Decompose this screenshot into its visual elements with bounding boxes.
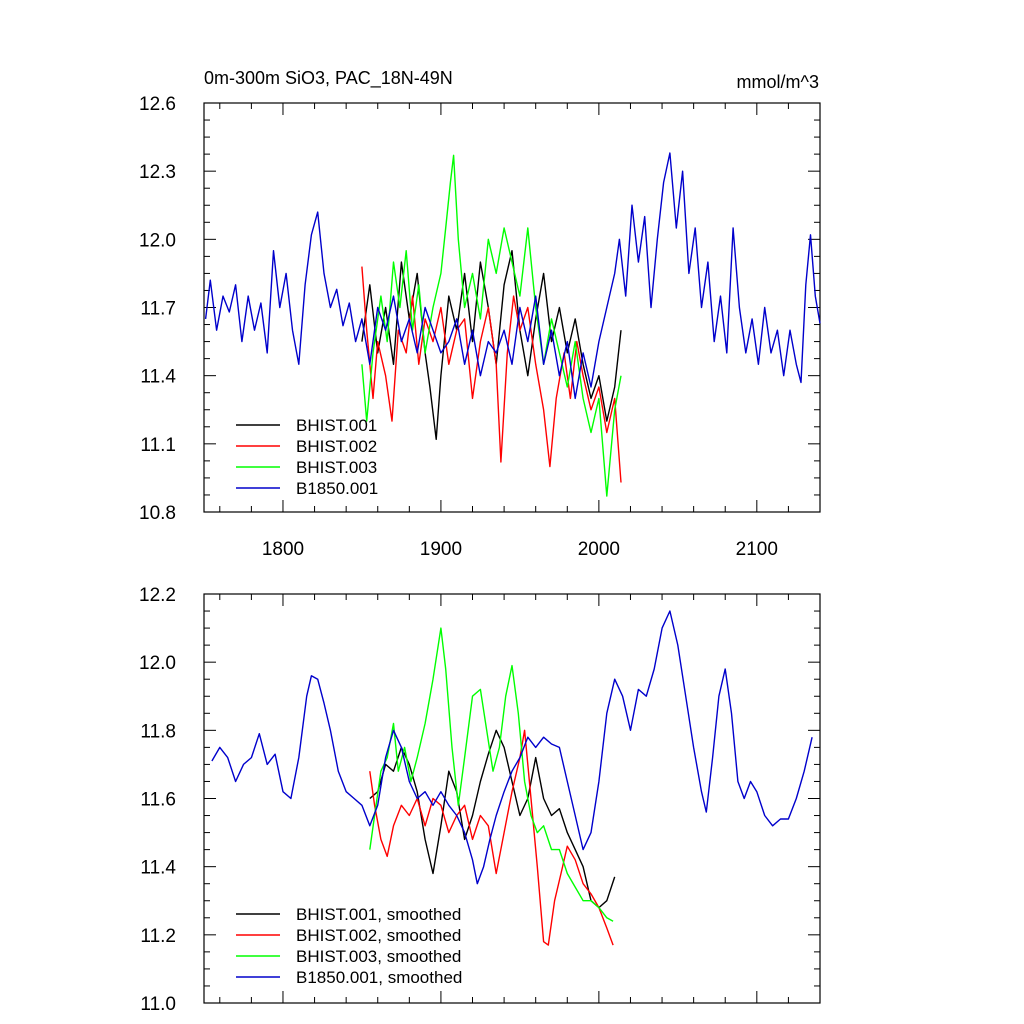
y-tick-label: 11.4 bbox=[140, 858, 176, 879]
top-legend: BHIST.001 BHIST.002 BHIST.003 B1850.001 bbox=[236, 416, 378, 498]
y-tick-label: 11.2 bbox=[140, 926, 176, 947]
legend-label: BHIST.002, smoothed bbox=[296, 926, 461, 945]
top-series bbox=[204, 152, 821, 497]
y-tick-label: 10.8 bbox=[139, 503, 176, 524]
y-tick-label: 12.6 bbox=[139, 94, 176, 115]
y-tick-label: 12.0 bbox=[139, 653, 176, 674]
y-tick-label: 11.7 bbox=[140, 299, 176, 320]
legend-label: BHIST.001, smoothed bbox=[296, 905, 461, 924]
top-chart-title: 0m-300m SiO3, PAC_18N-49N bbox=[204, 68, 453, 89]
y-tick-label: 11.0 bbox=[140, 994, 176, 1015]
x-tick-label: 2000 bbox=[578, 539, 620, 560]
legend-label: B1850.001 bbox=[296, 479, 378, 498]
legend-label: BHIST.002 bbox=[296, 437, 377, 456]
x-tick-label: 2100 bbox=[736, 539, 778, 560]
bottom-series bbox=[211, 610, 813, 946]
top-panel: 0m-300m SiO3, PAC_18N-49N mmol/m^3 1800 1… bbox=[139, 68, 821, 560]
series-line-b1850-001 bbox=[204, 152, 821, 400]
legend-label: BHIST.003 bbox=[296, 458, 377, 477]
legend-label: BHIST.003, smoothed bbox=[296, 947, 461, 966]
y-tick-label: 12.0 bbox=[139, 230, 176, 251]
series-line-bhist-003 bbox=[369, 627, 614, 922]
bottom-legend: BHIST.001, smoothed BHIST.002, smoothed BH… bbox=[236, 905, 462, 987]
y-tick-label: 12.2 bbox=[139, 585, 176, 606]
bottom-panel: 11.0 11.2 11.4 11.6 11.8 12.0 12.2 BHIST.001, … bbox=[139, 585, 821, 1015]
legend-label: B1850.001, smoothed bbox=[296, 968, 462, 987]
y-tick-label: 12.3 bbox=[139, 162, 176, 183]
y-tick-label: 11.1 bbox=[140, 435, 176, 456]
bottom-axes: 11.0 11.2 11.4 11.6 11.8 12.0 12.2 bbox=[139, 585, 821, 1015]
y-tick-label: 11.6 bbox=[140, 790, 176, 811]
y-tick-label: 11.8 bbox=[140, 721, 176, 742]
legend-label: BHIST.001 bbox=[296, 416, 377, 435]
series-line-bhist-003 bbox=[361, 154, 622, 497]
series-line-bhist-001 bbox=[369, 729, 616, 909]
units-label: mmol/m^3 bbox=[737, 72, 819, 92]
x-tick-label: 1900 bbox=[420, 539, 462, 560]
top-axes: 1800 1900 2000 2100 10.8 11.1 11.4 11.7 12.0 12.3… bbox=[139, 94, 821, 560]
series-line-b1850-001 bbox=[211, 610, 813, 885]
series-line-bhist-002 bbox=[369, 729, 614, 946]
y-tick-label: 11.4 bbox=[140, 367, 176, 388]
x-tick-label: 1800 bbox=[262, 539, 304, 560]
